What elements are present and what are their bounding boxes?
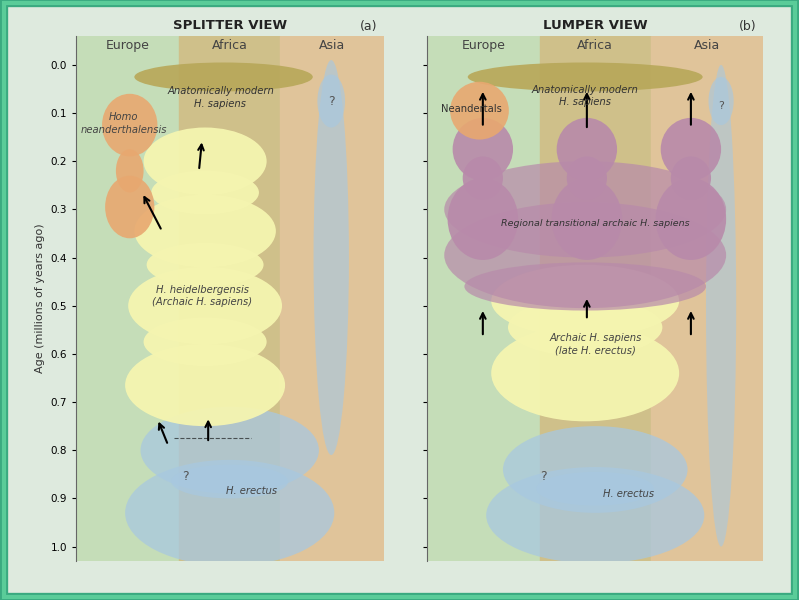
Text: (a): (a): [360, 20, 377, 34]
Ellipse shape: [134, 62, 312, 91]
Text: (b): (b): [739, 20, 757, 34]
Ellipse shape: [313, 60, 349, 455]
Text: Asia: Asia: [319, 39, 345, 52]
Bar: [76, 36, 179, 561]
Text: ?: ?: [718, 101, 724, 111]
Ellipse shape: [141, 407, 319, 494]
Ellipse shape: [144, 128, 267, 195]
Ellipse shape: [317, 74, 345, 128]
Ellipse shape: [463, 157, 503, 200]
Ellipse shape: [171, 464, 288, 499]
Text: Asia: Asia: [694, 39, 720, 52]
Text: Anatomically modern
H. sapiens: Anatomically modern H. sapiens: [532, 85, 638, 107]
Bar: [179, 36, 280, 561]
Text: ?: ?: [328, 95, 335, 107]
Text: Neandertals: Neandertals: [441, 104, 502, 114]
Ellipse shape: [566, 157, 607, 200]
Text: Africa: Africa: [212, 39, 248, 52]
Ellipse shape: [144, 318, 267, 366]
Ellipse shape: [116, 149, 144, 193]
Ellipse shape: [656, 178, 726, 260]
Ellipse shape: [105, 176, 154, 238]
Ellipse shape: [464, 262, 706, 311]
Ellipse shape: [128, 267, 282, 344]
Ellipse shape: [125, 460, 334, 566]
Bar: [427, 36, 540, 561]
Ellipse shape: [671, 157, 711, 200]
Ellipse shape: [444, 202, 726, 308]
Ellipse shape: [503, 426, 688, 513]
Text: H. heidelbergensis
(Archaic H. sapiens): H. heidelbergensis (Archaic H. sapiens): [152, 285, 252, 307]
Bar: [650, 36, 763, 561]
Y-axis label: Age (millions of years ago): Age (millions of years ago): [35, 224, 45, 373]
Text: Homo
neanderthalensis: Homo neanderthalensis: [81, 112, 167, 135]
Bar: [540, 36, 650, 561]
Ellipse shape: [147, 243, 264, 286]
Text: Africa: Africa: [578, 39, 613, 52]
Ellipse shape: [151, 171, 259, 214]
Bar: [280, 36, 384, 561]
Ellipse shape: [709, 77, 733, 125]
Title: SPLITTER VIEW: SPLITTER VIEW: [173, 19, 287, 32]
Text: ?: ?: [182, 470, 189, 483]
Ellipse shape: [487, 467, 705, 563]
Ellipse shape: [447, 178, 518, 260]
Ellipse shape: [444, 161, 726, 257]
Text: Anatomically modern
H. sapiens: Anatomically modern H. sapiens: [167, 86, 274, 109]
Ellipse shape: [508, 298, 662, 356]
Text: ?: ?: [540, 470, 547, 483]
Ellipse shape: [452, 118, 513, 181]
Text: Archaic H. sapiens
(late H. erectus): Archaic H. sapiens (late H. erectus): [549, 333, 642, 355]
Ellipse shape: [557, 118, 617, 181]
Ellipse shape: [134, 195, 276, 267]
Title: LUMPER VIEW: LUMPER VIEW: [543, 19, 647, 32]
Ellipse shape: [125, 344, 285, 426]
Ellipse shape: [661, 118, 721, 181]
Ellipse shape: [551, 178, 622, 260]
Text: Regional transitional archaic H. sapiens: Regional transitional archaic H. sapiens: [501, 220, 690, 229]
Ellipse shape: [706, 65, 736, 547]
Ellipse shape: [102, 94, 157, 157]
Text: H. erectus: H. erectus: [603, 488, 654, 499]
Ellipse shape: [450, 82, 509, 140]
Ellipse shape: [537, 472, 654, 506]
Text: Europe: Europe: [462, 39, 506, 52]
Text: H. erectus: H. erectus: [225, 486, 276, 496]
Ellipse shape: [467, 62, 702, 91]
Text: Europe: Europe: [105, 39, 149, 52]
Ellipse shape: [491, 265, 679, 337]
Ellipse shape: [491, 325, 679, 421]
